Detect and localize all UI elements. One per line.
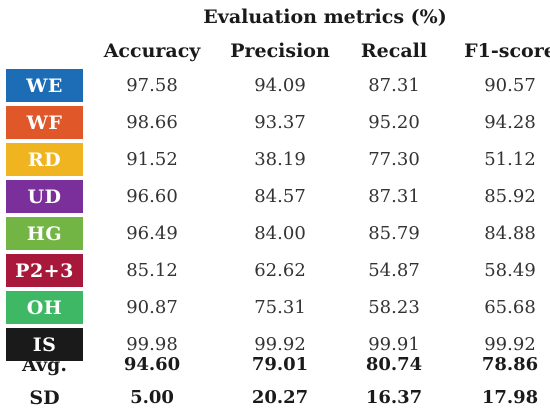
precision-cell: 84.57 xyxy=(254,186,306,207)
table-row-p2-3: P2+3 85.12 62.62 54.87 58.49 xyxy=(0,254,550,290)
column-header-accuracy: Accuracy xyxy=(103,40,201,62)
f1-score-cell: 17.98 xyxy=(481,387,539,408)
table-row-hg: HG 96.49 84.00 85.79 84.88 xyxy=(0,217,550,253)
table-row-we: WE 97.58 94.09 87.31 90.57 xyxy=(0,69,550,105)
precision-cell: 20.27 xyxy=(251,387,309,408)
table-row-oh: OH 90.87 75.31 58.23 65.68 xyxy=(0,291,550,327)
table-row-wf: WF 98.66 93.37 95.20 94.28 xyxy=(0,106,550,142)
precision-cell: 93.37 xyxy=(254,112,306,133)
table-title: Evaluation metrics (%) xyxy=(203,6,447,28)
table-row-ud: UD 96.60 84.57 87.31 85.92 xyxy=(0,180,550,216)
accuracy-cell: 5.00 xyxy=(130,387,174,408)
precision-cell: 94.09 xyxy=(254,75,306,96)
column-header-precision: Precision xyxy=(230,40,330,62)
column-header-f1-score: F1-score xyxy=(464,40,550,62)
row-label-badge: P2+3 xyxy=(6,254,83,287)
row-label-badge: RD xyxy=(6,143,83,176)
accuracy-cell: 97.58 xyxy=(126,75,178,96)
recall-cell: 80.74 xyxy=(365,354,423,375)
f1-score-cell: 99.92 xyxy=(484,334,536,355)
accuracy-cell: 91.52 xyxy=(126,149,178,170)
accuracy-cell: 90.87 xyxy=(126,297,178,318)
precision-cell: 84.00 xyxy=(254,223,306,244)
precision-cell: 75.31 xyxy=(254,297,306,318)
recall-cell: 95.20 xyxy=(368,112,420,133)
summary-label: Avg. xyxy=(22,353,67,376)
summary-row-sd: SD 5.00 20.27 16.37 17.98 xyxy=(0,381,550,417)
recall-cell: 16.37 xyxy=(365,387,423,408)
table-row-rd: RD 91.52 38.19 77.30 51.12 xyxy=(0,143,550,179)
recall-cell: 54.87 xyxy=(368,260,420,281)
column-header-recall: Recall xyxy=(360,40,428,62)
accuracy-cell: 96.60 xyxy=(126,186,178,207)
row-label-badge: WE xyxy=(6,69,83,102)
row-label-badge: UD xyxy=(6,180,83,213)
row-label-badge: HG xyxy=(6,217,83,250)
recall-cell: 87.31 xyxy=(368,186,420,207)
precision-cell: 62.62 xyxy=(254,260,306,281)
f1-score-cell: 58.49 xyxy=(484,260,536,281)
recall-cell: 58.23 xyxy=(368,297,420,318)
f1-score-cell: 65.68 xyxy=(484,297,536,318)
precision-cell: 38.19 xyxy=(254,149,306,170)
row-label-badge: WF xyxy=(6,106,83,139)
recall-cell: 77.30 xyxy=(368,149,420,170)
f1-score-cell: 51.12 xyxy=(484,149,536,170)
summary-label: SD xyxy=(29,386,60,409)
f1-score-cell: 85.92 xyxy=(484,186,536,207)
row-label-badge: OH xyxy=(6,291,83,324)
row-label-badge: IS xyxy=(6,328,83,361)
f1-score-cell: 84.88 xyxy=(484,223,536,244)
recall-cell: 85.79 xyxy=(368,223,420,244)
accuracy-cell: 98.66 xyxy=(126,112,178,133)
f1-score-cell: 94.28 xyxy=(484,112,536,133)
accuracy-cell: 94.60 xyxy=(123,354,181,375)
accuracy-cell: 99.98 xyxy=(126,334,178,355)
recall-cell: 87.31 xyxy=(368,75,420,96)
f1-score-cell: 90.57 xyxy=(484,75,536,96)
precision-cell: 79.01 xyxy=(251,354,309,375)
recall-cell: 99.91 xyxy=(368,334,420,355)
accuracy-cell: 96.49 xyxy=(126,223,178,244)
f1-score-cell: 78.86 xyxy=(481,354,539,375)
table-row-is: IS 99.98 99.92 99.91 99.92 xyxy=(0,328,550,364)
summary-row-average: Avg. 94.60 79.01 80.74 78.86 xyxy=(0,348,550,384)
precision-cell: 99.92 xyxy=(254,334,306,355)
accuracy-cell: 85.12 xyxy=(126,260,178,281)
